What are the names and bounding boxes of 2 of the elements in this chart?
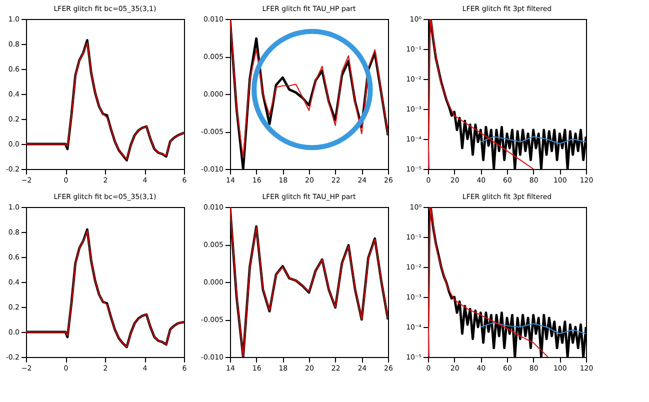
- line-series: [428, 207, 548, 357]
- line-series: [428, 19, 534, 169]
